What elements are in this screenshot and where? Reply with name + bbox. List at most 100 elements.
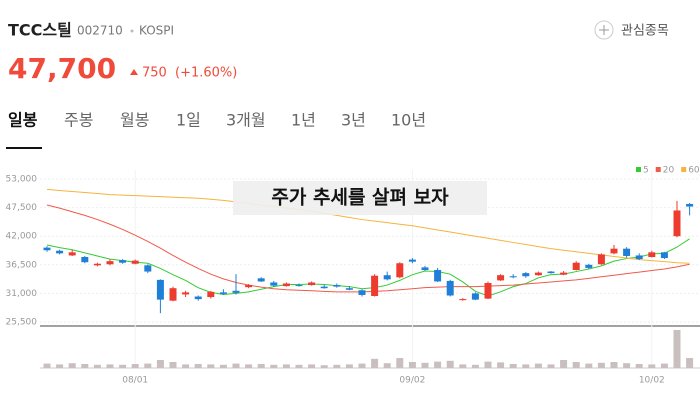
candle-body	[220, 292, 227, 294]
volume-bar	[661, 364, 668, 368]
volume-bar	[195, 364, 202, 368]
candle-body	[170, 288, 177, 300]
candle-body	[623, 249, 630, 256]
volume-bar	[636, 364, 643, 368]
volume-bar	[359, 364, 366, 368]
volume-bar	[119, 365, 126, 368]
candle-body	[535, 273, 542, 276]
candle-body	[94, 264, 101, 266]
tab[interactable]: 10년	[391, 111, 426, 130]
candle-body	[371, 276, 378, 296]
candle-body	[258, 278, 265, 281]
volume-bar	[233, 364, 240, 368]
candle-body	[157, 280, 164, 300]
volume-bar	[585, 364, 592, 368]
volume-bar	[44, 364, 51, 368]
market: KOSPI	[139, 24, 174, 38]
candle-body	[69, 252, 76, 255]
candle-body	[674, 210, 681, 236]
tab[interactable]: 월봉	[120, 111, 149, 130]
volume-bar	[573, 362, 580, 368]
volume-bar	[56, 364, 63, 368]
candle-body	[560, 273, 567, 275]
y-tick-label: 31,000	[6, 289, 38, 299]
y-tick-label: 42,000	[6, 232, 38, 242]
volume-bar	[245, 364, 252, 368]
candle-body	[636, 255, 643, 259]
legend-label: 20	[663, 166, 675, 176]
candle-body	[510, 276, 517, 277]
volume-bar	[258, 364, 265, 368]
volume-bar	[384, 363, 391, 368]
tabs: 일봉 주봉 월봉 1일 3개월 1년 3년 10년	[8, 111, 426, 130]
volume-bar	[611, 362, 618, 368]
tab[interactable]: 주봉	[64, 111, 93, 130]
candle-body	[308, 282, 315, 285]
candle-body	[598, 254, 605, 264]
y-tick-label: 25,500	[6, 318, 38, 328]
candle-body	[522, 273, 529, 276]
volume-bar	[648, 364, 655, 368]
tab[interactable]: 1일	[176, 111, 201, 130]
volume-bar	[522, 364, 529, 368]
candle-body	[233, 291, 240, 293]
change-pct: (+1.60%)	[175, 66, 237, 81]
tab[interactable]: 1년	[291, 111, 316, 130]
volume-bar	[144, 364, 151, 368]
separator-dot	[131, 30, 134, 33]
candle-body	[132, 261, 139, 264]
candle-body	[207, 292, 214, 297]
candle-body	[321, 287, 328, 289]
volume-bar	[132, 364, 139, 368]
candle-body	[333, 285, 340, 287]
stock-code: 002710	[77, 24, 123, 38]
volume-bar	[535, 364, 542, 368]
volume-bar	[69, 363, 76, 368]
y-tick-label: 36,500	[6, 260, 38, 270]
overlay-text: 주가 추세를 살펴 보자	[271, 187, 449, 209]
volume-bar	[459, 364, 466, 368]
volume-bar	[207, 364, 214, 368]
volume-bar	[220, 365, 227, 368]
volume-bar	[270, 365, 277, 368]
candle-body	[661, 252, 668, 258]
candle-body	[283, 284, 290, 287]
candle-body	[611, 249, 618, 254]
moving-average	[47, 205, 690, 292]
legend-swatch	[681, 167, 686, 172]
volume-bar	[396, 358, 403, 368]
candle-body	[346, 288, 353, 290]
volume-bar	[170, 362, 177, 368]
volume-bar	[182, 364, 189, 368]
tab[interactable]: 3개월	[226, 111, 266, 130]
candle-body	[182, 292, 189, 294]
candle-body	[585, 265, 592, 268]
legend-swatch	[656, 167, 661, 172]
legend-label: 5	[643, 166, 649, 176]
candle-body	[119, 260, 126, 263]
stock-name: TCC스틸	[8, 21, 72, 40]
tab[interactable]: 일봉	[8, 111, 38, 130]
candle-body	[686, 204, 693, 207]
y-tick-label: 53,000	[6, 175, 38, 185]
candle-body	[422, 267, 429, 270]
watch-button[interactable]: 관심종목	[621, 24, 669, 39]
candle-body	[44, 248, 51, 251]
candle-body	[497, 275, 504, 280]
volume-bar	[623, 363, 630, 368]
volume-bar	[346, 364, 353, 368]
x-tick-label: 10/02	[639, 376, 665, 386]
volume-bar	[308, 364, 315, 368]
volume-bar	[497, 362, 504, 368]
candle-body	[359, 290, 366, 295]
candle-body	[573, 263, 580, 270]
candle-body	[384, 275, 391, 279]
volume-bar	[333, 365, 340, 368]
x-tick-label: 09/02	[399, 376, 425, 386]
volume-bar	[560, 360, 567, 368]
tab[interactable]: 3년	[341, 111, 366, 130]
moving-average	[47, 239, 690, 296]
volume-bar	[434, 362, 441, 368]
candle-body	[434, 270, 441, 281]
